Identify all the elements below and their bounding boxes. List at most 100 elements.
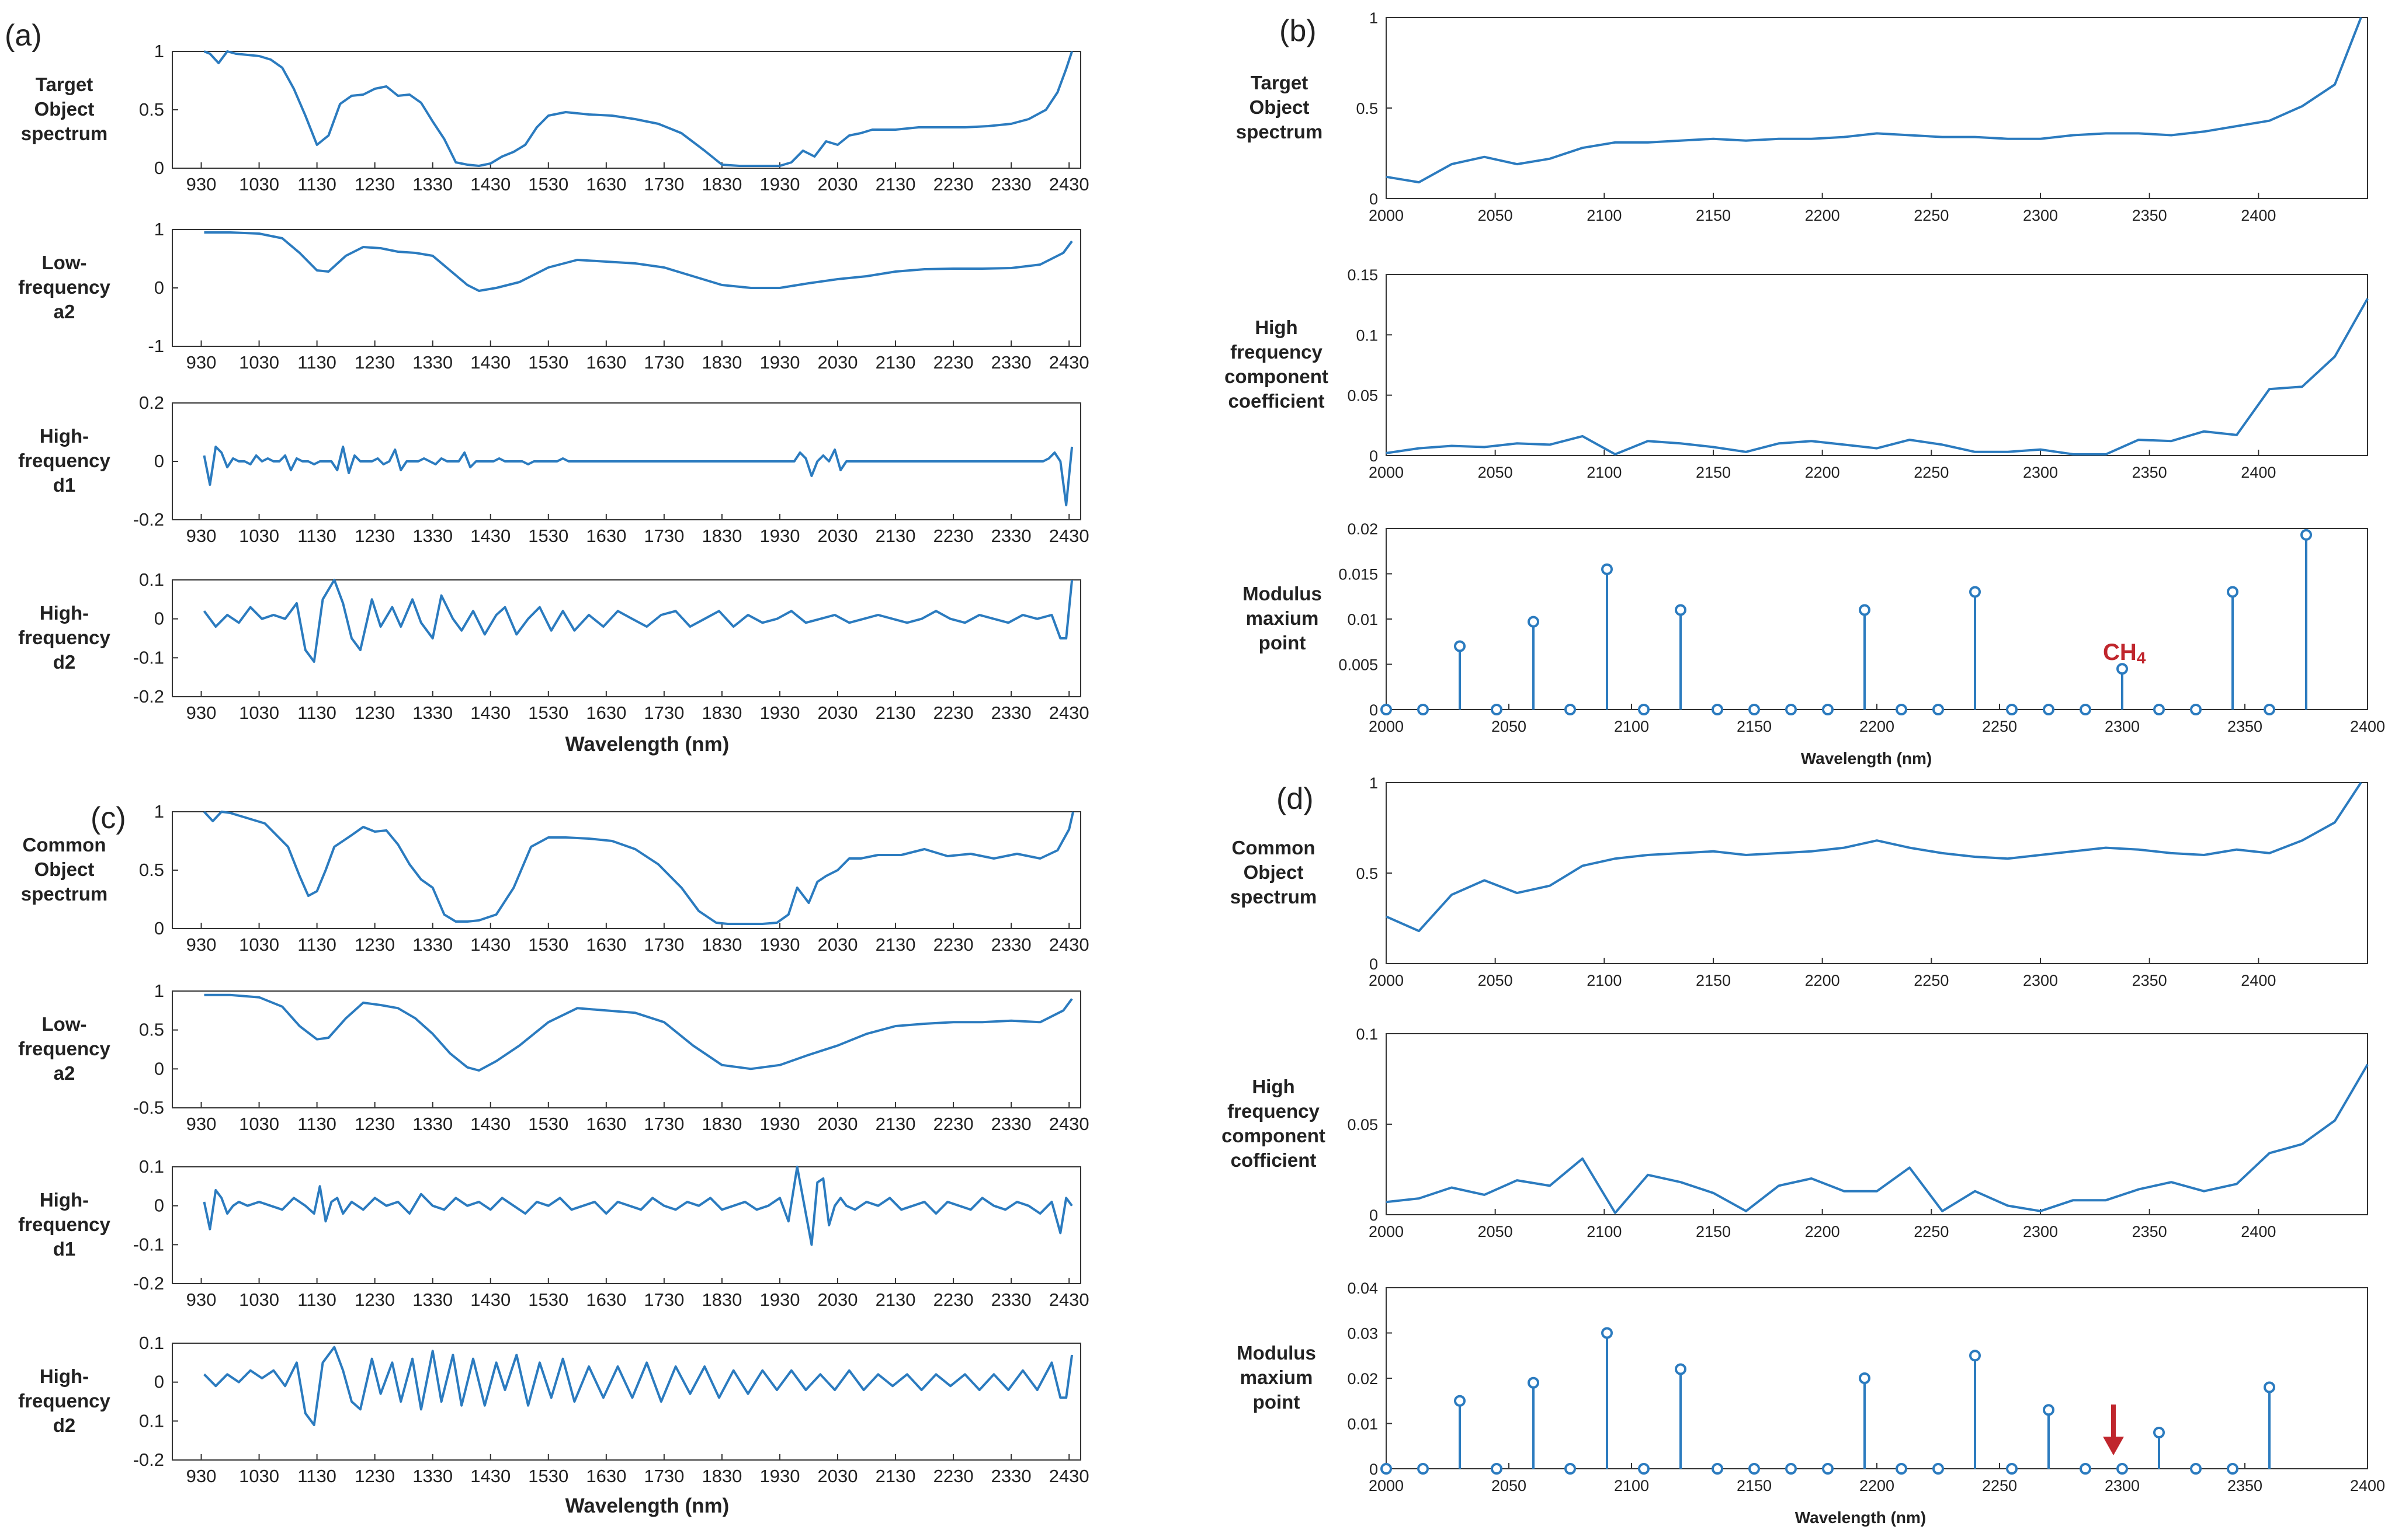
x-tick-label: 2250 [1982, 718, 2017, 735]
x-tick-label: 1930 [759, 934, 800, 955]
x-tick-label: 2430 [1049, 1114, 1089, 1134]
x-tick-label: 2350 [2132, 207, 2167, 224]
x-tick-label: 2430 [1049, 1289, 1089, 1310]
stem-marker [1454, 640, 1466, 652]
x-tick-label: 1930 [759, 526, 800, 546]
y-tick-label: 0 [154, 1195, 164, 1216]
x-tick-label: 1630 [586, 703, 626, 723]
x-tick-label: 1730 [644, 703, 684, 723]
x-tick-label: 2130 [876, 934, 916, 955]
arrow-down-icon [2103, 1405, 2124, 1455]
x-tick-label: 1030 [239, 1466, 279, 1486]
x-tick-label: 1730 [644, 174, 684, 194]
ch4-label: CH4 [2103, 639, 2146, 667]
stem-marker [2006, 1463, 2018, 1475]
x-tick-label: 1430 [470, 1466, 511, 1486]
x-tick-label: 2250 [1982, 1477, 2017, 1494]
x-tick-label: 2030 [818, 1289, 858, 1310]
x-tick-label: 2200 [1805, 464, 1840, 481]
x-tick-label: 930 [186, 174, 217, 194]
x-tick-label: 1930 [759, 1114, 800, 1134]
y-axis-label: Modulus [1242, 583, 1322, 604]
x-tick-label: 1530 [528, 934, 568, 955]
y-tick-label: 1 [154, 219, 164, 239]
x-tick-label: 1230 [355, 1114, 395, 1134]
x-tick-label: 2030 [818, 703, 858, 723]
stem-marker [2264, 1381, 2275, 1393]
stem-marker [1638, 1463, 1650, 1475]
y-tick-label: 0.03 [1347, 1325, 1378, 1343]
y-axis-label: Common [23, 834, 106, 856]
x-tick-label: 2030 [818, 526, 858, 546]
y-axis-label: High- [40, 1189, 89, 1211]
x-tick-label: 1130 [297, 1289, 336, 1310]
y-axis-label: frequency [18, 1214, 110, 1235]
y-axis-label: Common [1232, 837, 1315, 858]
x-tick-label: 2230 [933, 1114, 974, 1134]
y-tick-label: 0 [1369, 447, 1378, 465]
stem-marker [2264, 704, 2275, 715]
chart-b1: 0 0.5 1 2000 2050 2100 2150 2200 2250 2300 2350 240… [1236, 9, 2368, 224]
y-tick-label: 0.015 [1338, 566, 1378, 583]
x-tick-label: 1530 [528, 1466, 568, 1486]
stem-marker [1417, 1463, 1429, 1475]
y-axis-label: d2 [53, 651, 76, 673]
x-tick-label: 2250 [1914, 207, 1949, 224]
x-tick-label: 2030 [818, 1114, 858, 1134]
series-line [1386, 1063, 2369, 1214]
x-tick-label: 930 [186, 352, 217, 373]
x-tick-label: 2330 [991, 352, 1032, 373]
y-tick-label: 0 [1369, 955, 1378, 973]
x-tick-label: 1030 [239, 352, 279, 373]
chart-a4: -0.2 -0.1 0 0.1 930 1030 1130 1230 1330 1430 1530 1… [18, 569, 1089, 723]
x-tick-label: 2130 [876, 526, 916, 546]
x-tick-label: 2050 [1491, 1477, 1526, 1494]
chart-d2: 0 0.05 0.1 2000 2050 2100 2150 2200 2250 2300 2350… [1221, 1025, 2369, 1240]
x-tick-label: 2200 [1859, 718, 1894, 735]
y-axis-label: d1 [53, 1238, 76, 1260]
y-tick-label: 1 [1369, 774, 1378, 792]
x-tick-label: 2330 [991, 526, 1032, 546]
x-tick-label: 1930 [759, 703, 800, 723]
y-tick-label: 0 [1369, 190, 1378, 208]
y-tick-label: 0 [154, 158, 164, 178]
y-tick-label: 1 [154, 981, 164, 1001]
x-tick-label: 1330 [412, 1289, 453, 1310]
stem-marker [1380, 704, 1392, 715]
x-tick-label: 1530 [528, 1289, 568, 1310]
x-tick-label: 1730 [644, 1289, 684, 1310]
x-tick-label: 2350 [2132, 972, 2167, 989]
series-line [204, 993, 1073, 1072]
stem-marker [1859, 604, 1870, 616]
x-tick-label: 1430 [470, 1114, 511, 1134]
chart-d3: 0 0.01 0.02 0.03 0.04 2000 2050 2100 2150 2200 225… [1237, 1280, 2385, 1494]
x-tick-label: 930 [186, 703, 217, 723]
x-tick-label: 1530 [528, 703, 568, 723]
y-tick-label: 0 [1369, 1207, 1378, 1224]
y-axis-label: d2 [53, 1414, 76, 1436]
x-tick-label: 2150 [1696, 972, 1731, 989]
x-tick-label: 1530 [528, 1114, 568, 1134]
x-tick-label: 2300 [2105, 718, 2140, 735]
x-tick-label: 2130 [876, 1114, 916, 1134]
x-tick-label: 1630 [586, 1114, 626, 1134]
x-tick-label: 1330 [412, 526, 453, 546]
chart-c4: -0.2 0.1 0 0.1 930 1030 1130 1230 1330 1430 1530 16… [18, 1333, 1089, 1486]
y-axis-label: maxium [1240, 1367, 1313, 1388]
y-axis-label: maxium [1246, 607, 1319, 629]
x-tick-label: 1830 [702, 1114, 742, 1134]
x-tick-label: 2230 [933, 934, 974, 955]
x-tick-label: 1530 [528, 526, 568, 546]
x-tick-label: 1130 [297, 1466, 336, 1486]
stem-marker [1528, 1376, 1539, 1389]
stem-marker [1454, 1395, 1466, 1407]
y-tick-label: 0.02 [1347, 1370, 1378, 1388]
x-tick-label: 1130 [297, 934, 336, 955]
x-tick-label: 2150 [1696, 1223, 1731, 1240]
x-tick-label: 1030 [239, 174, 279, 194]
y-axis-label: d1 [53, 474, 76, 496]
x-tick-label: 1630 [586, 1289, 626, 1310]
stem-marker [1932, 1463, 1944, 1475]
x-tick-label: 2350 [2132, 1223, 2167, 1240]
